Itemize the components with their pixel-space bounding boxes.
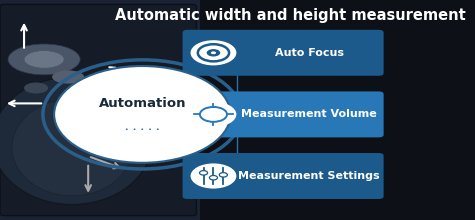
Text: Automatic width and height measurement: Automatic width and height measurement	[115, 8, 466, 23]
Circle shape	[207, 49, 220, 57]
Text: Auto Focus: Auto Focus	[275, 48, 344, 58]
Ellipse shape	[0, 77, 152, 205]
Circle shape	[190, 40, 237, 65]
Ellipse shape	[24, 82, 48, 94]
Text: Measurement Volume: Measurement Volume	[241, 109, 377, 119]
FancyBboxPatch shape	[182, 153, 384, 199]
Text: Automation: Automation	[98, 97, 186, 110]
Circle shape	[209, 176, 218, 180]
Circle shape	[190, 163, 237, 189]
Ellipse shape	[24, 51, 64, 68]
Text: Measurement Settings: Measurement Settings	[238, 171, 380, 181]
Circle shape	[190, 102, 237, 127]
Ellipse shape	[8, 44, 80, 75]
Text: •  •  •  •  •: • • • • •	[125, 127, 160, 132]
FancyBboxPatch shape	[182, 92, 384, 137]
Circle shape	[233, 112, 240, 116]
Circle shape	[219, 173, 228, 177]
FancyBboxPatch shape	[182, 30, 384, 76]
Circle shape	[200, 171, 208, 175]
Circle shape	[54, 66, 230, 163]
Circle shape	[233, 174, 240, 178]
Ellipse shape	[12, 99, 132, 196]
FancyBboxPatch shape	[0, 4, 197, 216]
Ellipse shape	[52, 70, 84, 84]
Circle shape	[211, 51, 216, 54]
Circle shape	[233, 51, 240, 55]
FancyBboxPatch shape	[0, 0, 200, 220]
